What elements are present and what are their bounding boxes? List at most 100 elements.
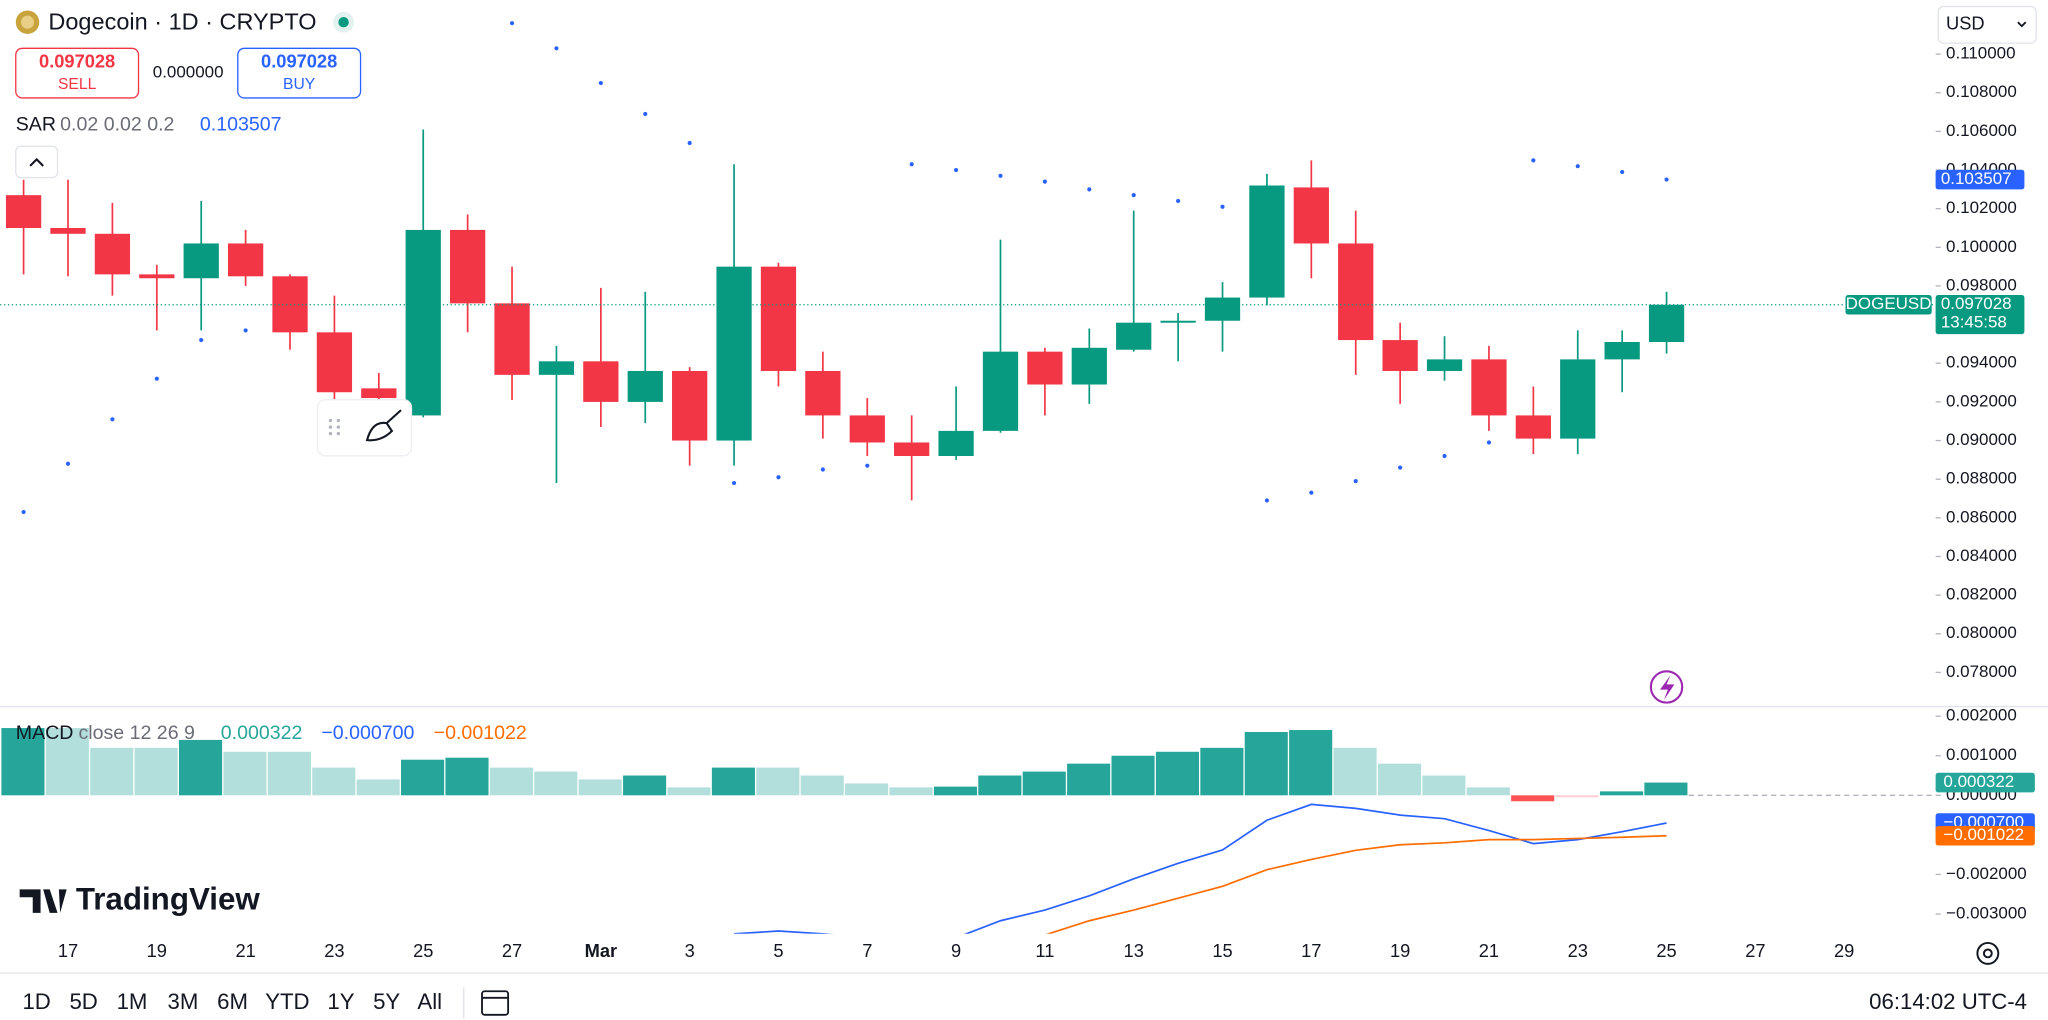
macd-histogram-bar xyxy=(667,787,711,796)
candle-body xyxy=(1648,304,1685,342)
macd-histogram-bar xyxy=(1022,771,1066,796)
settings-icon-center xyxy=(1982,948,1993,959)
candle-body xyxy=(405,229,441,416)
range-button[interactable]: 3M xyxy=(168,989,199,1014)
calendar-icon[interactable] xyxy=(481,990,510,1016)
y-tick-label: 0.110000 xyxy=(1946,44,2016,63)
macd-histogram-bar xyxy=(90,747,134,796)
range-button[interactable]: All xyxy=(417,989,442,1014)
y-tick-label: 0.106000 xyxy=(1946,121,2017,140)
candle-body xyxy=(1116,322,1152,350)
y-tick-label: 0.080000 xyxy=(1946,623,2017,642)
candle-body xyxy=(1071,347,1107,385)
sar-dot xyxy=(65,461,71,466)
candle-body xyxy=(1249,185,1285,298)
candle-body xyxy=(227,243,264,277)
macd-y-tick-label: −0.003000 xyxy=(1946,904,2027,923)
macd-histogram-bar xyxy=(1289,730,1333,796)
macd-histogram-bar xyxy=(578,779,622,796)
range-button[interactable]: 1Y xyxy=(327,989,354,1014)
sar-dot xyxy=(1664,177,1669,182)
macd-histogram-bar xyxy=(1200,747,1244,796)
x-tick-label: 21 xyxy=(1479,940,1499,961)
sar-dot xyxy=(820,467,825,472)
x-tick-label: 5 xyxy=(773,940,783,961)
macd-histogram-bar xyxy=(1511,795,1555,802)
range-button[interactable]: 5D xyxy=(69,989,97,1014)
sar-dot xyxy=(865,463,870,468)
y-tick-label: 0.078000 xyxy=(1946,662,2017,681)
y-tick-label: 0.086000 xyxy=(1946,507,2017,526)
macd-histogram-bar xyxy=(401,759,445,796)
sar-value: 0.103507 xyxy=(200,114,282,136)
macd-histogram-bar xyxy=(889,787,933,796)
drawing-widget[interactable] xyxy=(316,398,413,457)
sar-dot xyxy=(1531,158,1536,163)
y-tick-label: 0.098000 xyxy=(1946,275,2017,294)
brush-icon[interactable] xyxy=(365,409,402,442)
y-tick-label: 0.094000 xyxy=(1946,353,2017,372)
macd-histogram-bar xyxy=(800,775,844,796)
macd-histogram-bar xyxy=(845,783,889,796)
macd-title: MACD xyxy=(16,722,74,744)
macd-signal-value: −0.001022 xyxy=(434,722,527,744)
candle-body xyxy=(94,233,131,275)
range-button[interactable]: 5Y xyxy=(373,989,400,1014)
macd-histogram-bar xyxy=(223,751,267,796)
macd-histogram-bar xyxy=(1644,782,1688,796)
x-tick-label: 29 xyxy=(1834,940,1854,961)
macd-hist-tag-label: 0.000322 xyxy=(1943,772,2014,791)
spread: 0.000000 xyxy=(153,63,224,82)
x-tick-label: 27 xyxy=(1745,940,1765,961)
macd-histogram-bar xyxy=(445,757,489,796)
sell-button[interactable] xyxy=(15,47,140,99)
sar-dot xyxy=(1131,193,1136,198)
candle-body xyxy=(5,195,42,228)
last-price-tag-label: 0.097028 xyxy=(1941,294,2012,313)
sar-dot xyxy=(1087,187,1092,192)
candle-body xyxy=(1604,341,1640,360)
buy-button[interactable] xyxy=(237,47,362,99)
price-pane xyxy=(0,21,1933,515)
macd-histogram-bar xyxy=(1555,795,1599,798)
candle-body xyxy=(1160,320,1196,323)
candle-body xyxy=(1471,359,1507,416)
range-button[interactable]: YTD xyxy=(265,989,309,1014)
range-button[interactable]: 1D xyxy=(22,989,50,1014)
x-tick-label: 9 xyxy=(951,940,961,961)
sar-dot xyxy=(509,21,515,26)
brand-name: TradingView xyxy=(76,881,261,916)
candle-body xyxy=(1027,351,1063,385)
macd-y-tick-label: 0.001000 xyxy=(1946,745,2017,764)
settings-icon[interactable] xyxy=(1976,941,2000,965)
currency-select[interactable] xyxy=(1937,5,2037,44)
macd-histogram-bar xyxy=(356,779,400,796)
axis-layer: 0.1100000.1080000.1060000.1040000.102000… xyxy=(58,44,2035,961)
macd-histogram-bar xyxy=(312,767,356,796)
candle-body xyxy=(849,415,885,443)
macd-histogram-bar xyxy=(1599,791,1644,796)
y-tick-label: 0.084000 xyxy=(1946,546,2017,565)
macd-histogram-bar xyxy=(1333,747,1377,796)
candle-body xyxy=(494,303,530,375)
sar-price-tag-label: 0.103507 xyxy=(1941,169,2012,188)
range-button[interactable]: 6M xyxy=(217,989,248,1014)
macd-pane xyxy=(1,728,1933,802)
x-tick-label: 15 xyxy=(1212,940,1232,961)
drag-handle xyxy=(328,418,341,436)
macd-histogram-bar xyxy=(711,767,755,796)
x-tick-label: 17 xyxy=(1301,940,1321,961)
macd-histogram-bar xyxy=(978,775,1022,796)
sar-dot xyxy=(909,162,914,167)
candle-body xyxy=(583,361,619,402)
range-button[interactable]: 1M xyxy=(117,989,148,1014)
candle-body xyxy=(938,430,974,456)
macd-lines xyxy=(734,803,1667,934)
macd-histogram-bar xyxy=(1466,787,1510,796)
macd-params: close 12 26 9 xyxy=(78,722,194,744)
range-toolbar: 1D 5D 1M 3M 6M YTD 1Y 5Y All xyxy=(22,989,442,1014)
collapse-button[interactable] xyxy=(15,145,59,179)
y-tick-label: 0.100000 xyxy=(1946,237,2017,256)
sar-dot xyxy=(1486,440,1492,445)
